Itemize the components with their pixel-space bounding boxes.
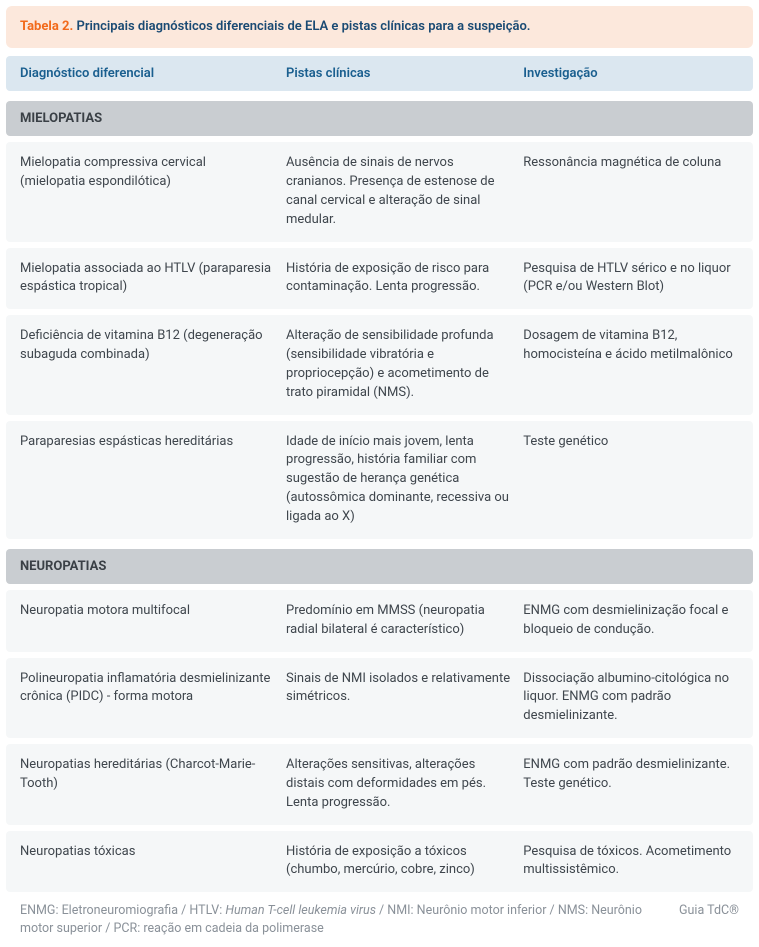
cell-c3: ENMG com padrão desmielinizante. Teste g… <box>523 756 739 813</box>
table-row: Neuropatia motora multifocalPredomínio e… <box>6 590 753 652</box>
cell-c2: Alterações sensitivas, alterações distai… <box>286 756 523 813</box>
table-row: Neuropatias tóxicasHistória de exposição… <box>6 831 753 893</box>
caption-label: Tabela 2. <box>20 19 73 34</box>
table-header-row: Diagnóstico diferencial Pistas clínicas … <box>6 56 753 91</box>
section-header: MIELOPATIAS <box>6 101 753 136</box>
cell-c1: Neuropatias hereditárias (Charcot-Marie-… <box>20 756 286 813</box>
col-header-pistas: Pistas clínicas <box>286 66 523 81</box>
cell-c2: Sinais de NMI isolados e relativamente s… <box>286 670 523 727</box>
cell-c1: Paraparesias espásticas hereditárias <box>20 433 286 527</box>
cell-c3: Teste genético <box>523 433 739 527</box>
cell-c2: Idade de início mais jovem, lenta progre… <box>286 433 523 527</box>
cell-c1: Polineuropatia inflamatória desmieliniza… <box>20 670 286 727</box>
cell-c1: Neuropatias tóxicas <box>20 843 286 881</box>
cell-c1: Neuropatia motora multifocal <box>20 602 286 640</box>
section-rows: Neuropatia motora multifocalPredomínio e… <box>6 590 753 892</box>
table-row: Deficiência de vitamina B12 (degeneração… <box>6 315 753 414</box>
cell-c1: Mielopatia compressiva cervical (mielopa… <box>20 154 286 229</box>
table-footer: ENMG: Eletroneuromiografia / HTLV: Human… <box>6 892 753 941</box>
section-header: NEUROPATIAS <box>6 549 753 584</box>
table-row: Mielopatia associada ao HTLV (paraparesi… <box>6 248 753 310</box>
table-row: Mielopatia compressiva cervical (mielopa… <box>6 142 753 241</box>
table-row: Paraparesias espásticas hereditáriasIdad… <box>6 421 753 539</box>
cell-c3: Dosagem de vitamina B12, homocisteína e … <box>523 327 739 402</box>
table-row: Neuropatias hereditárias (Charcot-Marie-… <box>6 744 753 825</box>
caption-text: Principais diagnósticos diferenciais de … <box>76 19 530 34</box>
cell-c3: Pesquisa de tóxicos. Acometimento multis… <box>523 843 739 881</box>
section-rows: Mielopatia compressiva cervical (mielopa… <box>6 142 753 539</box>
cell-c3: ENMG com desmielinização focal e bloquei… <box>523 602 739 640</box>
cell-c1: Deficiência de vitamina B12 (degeneração… <box>20 327 286 402</box>
cell-c3: Ressonância magnética de coluna <box>523 154 739 229</box>
table-body: MIELOPATIAS Mielopatia compressiva cervic… <box>6 101 753 892</box>
col-header-investigacao: Investigação <box>523 66 739 81</box>
cell-c3: Dissociação albumino-citológica no liquo… <box>523 670 739 727</box>
cell-c2: Predomínio em MMSS (neuropatia radial bi… <box>286 602 523 640</box>
footer-brand: Guia TdC® <box>679 902 739 920</box>
cell-c2: Alteração de sensibilidade profunda (sen… <box>286 327 523 402</box>
cell-c1: Mielopatia associada ao HTLV (paraparesi… <box>20 260 286 298</box>
table-row: Polineuropatia inflamatória desmieliniza… <box>6 658 753 739</box>
table-caption: Tabela 2. Principais diagnósticos difere… <box>6 6 753 48</box>
cell-c2: Ausência de sinais de nervos cranianos. … <box>286 154 523 229</box>
cell-c2: História de exposição de risco para cont… <box>286 260 523 298</box>
footer-definitions: ENMG: Eletroneuromiografia / HTLV: Human… <box>20 902 679 937</box>
cell-c2: História de exposição a tóxicos (chumbo,… <box>286 843 523 881</box>
cell-c3: Pesquisa de HTLV sérico e no liquor (PCR… <box>523 260 739 298</box>
col-header-diagnostico: Diagnóstico diferencial <box>20 66 286 81</box>
